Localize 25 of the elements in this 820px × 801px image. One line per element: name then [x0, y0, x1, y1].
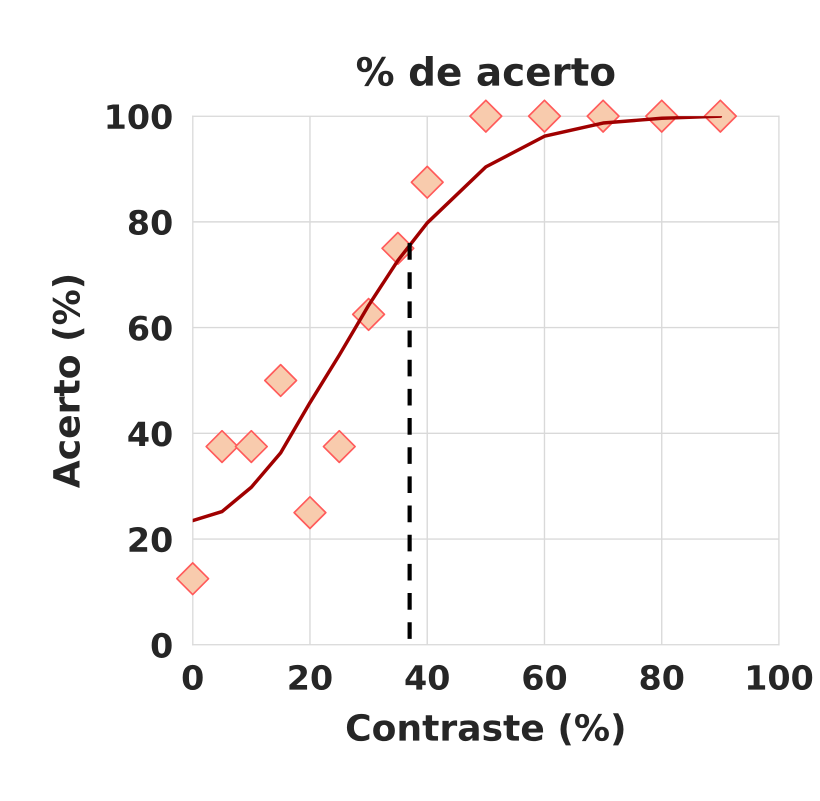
- x-tick-label: 0: [182, 664, 203, 690]
- point: [176, 562, 210, 596]
- y-tick-label: 0: [152, 632, 172, 658]
- x-tick-label: 40: [406, 664, 449, 690]
- x-tick-label: 20: [289, 664, 332, 690]
- point: [704, 99, 738, 133]
- x-tick-label: 100: [748, 664, 812, 690]
- point: [234, 430, 268, 464]
- point: [528, 99, 562, 133]
- x-tick-label: 80: [640, 664, 684, 690]
- y-tick-label: 80: [128, 210, 172, 236]
- y-axis-title: Acerto (%): [52, 276, 84, 488]
- point: [410, 166, 444, 199]
- x-axis-title: Contraste (%): [346, 713, 624, 746]
- point: [293, 496, 327, 530]
- y-tick-label: 20: [130, 526, 172, 552]
- chart-title: % de acerto: [356, 56, 614, 86]
- point: [322, 430, 356, 464]
- point: [469, 99, 503, 133]
- y-tick-label: 100: [107, 104, 172, 130]
- point: [264, 364, 298, 398]
- x-tick-label: 60: [523, 664, 566, 690]
- y-tick-label: 40: [128, 421, 172, 446]
- y-tick-label: 60: [128, 316, 172, 341]
- point: [205, 430, 239, 464]
